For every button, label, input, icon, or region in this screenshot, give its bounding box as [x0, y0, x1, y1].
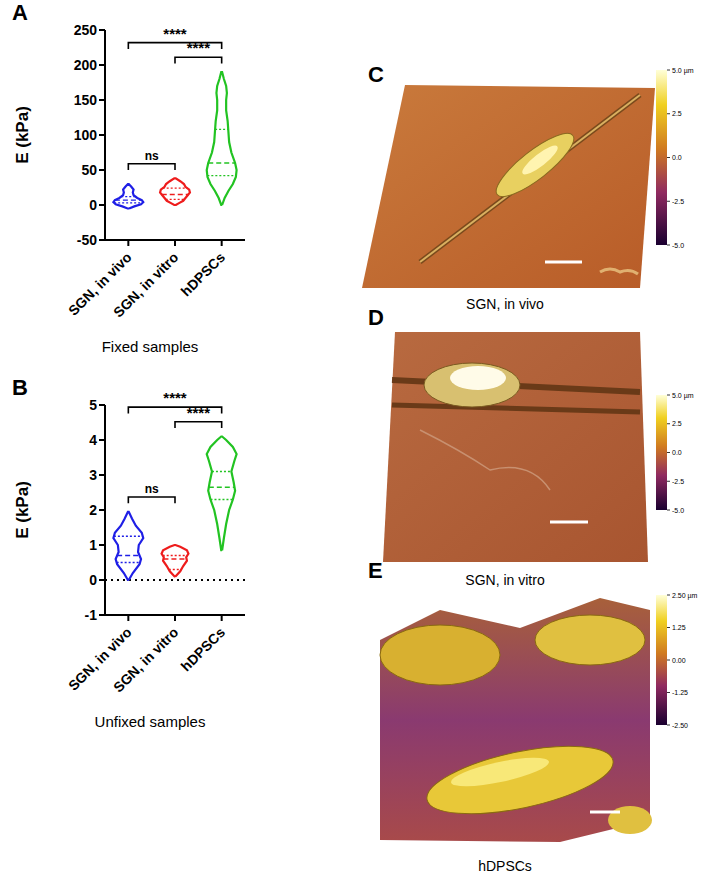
svg-text:0.00: 0.00	[672, 657, 686, 664]
svg-text:SGN, in vitro: SGN, in vitro	[110, 249, 181, 320]
html-text:SGN, in vitro: SGN, in vitro	[465, 572, 545, 588]
html-text:hDPSCs: hDPSCs	[478, 858, 532, 874]
svg-text:hDPSCs: hDPSCs	[178, 249, 229, 300]
html-text:B: B	[12, 375, 28, 400]
svg-text:****: ****	[163, 25, 187, 42]
svg-text:-2.5: -2.5	[672, 198, 684, 205]
svg-text:0: 0	[89, 197, 97, 213]
svg-text:-1: -1	[85, 607, 98, 623]
svg-text:3: 3	[89, 467, 97, 483]
svg-text:-1.25: -1.25	[672, 689, 688, 696]
svg-text:****: ****	[163, 389, 187, 406]
svg-text:-5.0: -5.0	[672, 507, 684, 514]
svg-text:E (kPa): E (kPa)	[13, 106, 32, 164]
svg-text:5.0 µm: 5.0 µm	[672, 392, 694, 400]
svg-text:1.25: 1.25	[672, 624, 686, 631]
svg-text:4: 4	[89, 432, 97, 448]
svg-text:2: 2	[89, 502, 97, 518]
svg-text:5.0 µm: 5.0 µm	[672, 67, 694, 75]
html-text:A: A	[12, 0, 28, 25]
svg-text:200: 200	[74, 57, 98, 73]
svg-text:E (kPa): E (kPa)	[13, 481, 32, 539]
html-text:SGN, in vivo: SGN, in vivo	[466, 296, 544, 312]
svg-text:-5.0: -5.0	[672, 242, 684, 249]
svg-text:2.5: 2.5	[672, 420, 682, 427]
svg-text:SGN, in vivo: SGN, in vivo	[65, 624, 135, 694]
svg-text:2.50 µm: 2.50 µm	[672, 592, 698, 600]
svg-text:2.5: 2.5	[672, 110, 682, 117]
svg-text:SGN, in vivo: SGN, in vivo	[65, 249, 135, 319]
svg-text:5: 5	[89, 397, 97, 413]
svg-text:0.0: 0.0	[672, 449, 682, 456]
html-text:D: D	[368, 305, 384, 330]
svg-text:250: 250	[74, 22, 98, 38]
html-text:Unfixed samples: Unfixed samples	[94, 713, 206, 730]
svg-text:50: 50	[81, 162, 97, 178]
svg-text:-50: -50	[77, 232, 97, 248]
svg-text:-2.5: -2.5	[672, 478, 684, 485]
svg-text:ns: ns	[145, 482, 159, 496]
html-text:C: C	[368, 62, 384, 87]
svg-text:0.0: 0.0	[672, 154, 682, 161]
svg-text:-2.50: -2.50	[672, 722, 688, 729]
svg-text:1: 1	[89, 537, 97, 553]
svg-text:100: 100	[74, 127, 98, 143]
html-text:Fixed samples: Fixed samples	[101, 338, 199, 355]
svg-text:150: 150	[74, 92, 98, 108]
svg-text:hDPSCs: hDPSCs	[178, 624, 229, 675]
svg-text:ns: ns	[145, 149, 159, 163]
svg-text:0: 0	[89, 572, 97, 588]
svg-text:SGN, in vitro: SGN, in vitro	[110, 624, 181, 695]
html-text:E: E	[368, 558, 383, 583]
